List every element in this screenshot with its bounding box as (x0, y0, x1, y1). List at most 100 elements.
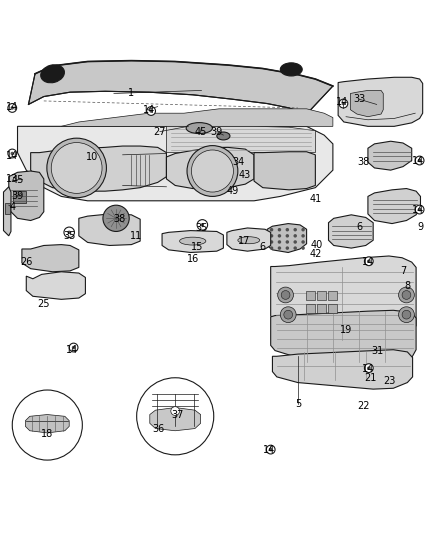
Text: 7: 7 (400, 266, 406, 276)
Circle shape (281, 290, 290, 300)
Circle shape (51, 142, 102, 193)
Circle shape (191, 150, 233, 192)
Polygon shape (9, 171, 44, 221)
Text: 1: 1 (128, 88, 134, 99)
Text: 42: 42 (310, 249, 322, 259)
Circle shape (301, 228, 305, 231)
Circle shape (418, 159, 421, 162)
Circle shape (12, 390, 82, 460)
Circle shape (278, 246, 281, 250)
Text: 11: 11 (130, 231, 142, 241)
Text: 39: 39 (11, 191, 24, 201)
Text: 5: 5 (295, 399, 301, 409)
Text: 14: 14 (143, 104, 155, 115)
Circle shape (418, 208, 421, 211)
Bar (5, 203, 10, 214)
Ellipse shape (186, 123, 212, 134)
Polygon shape (150, 408, 201, 431)
Circle shape (8, 103, 17, 112)
Circle shape (11, 152, 14, 155)
Circle shape (293, 240, 297, 244)
Circle shape (149, 109, 153, 113)
Circle shape (269, 448, 272, 451)
Polygon shape (267, 223, 307, 253)
Text: 38: 38 (357, 157, 370, 167)
Text: 45: 45 (11, 175, 24, 185)
Text: 33: 33 (353, 94, 365, 104)
Circle shape (270, 234, 273, 238)
Polygon shape (166, 147, 254, 189)
Circle shape (278, 287, 293, 303)
Bar (13, 191, 26, 203)
Text: 38: 38 (113, 214, 125, 224)
Text: 23: 23 (384, 376, 396, 386)
Circle shape (171, 407, 180, 415)
Circle shape (293, 228, 297, 231)
Polygon shape (26, 272, 85, 300)
Circle shape (72, 346, 75, 349)
Circle shape (293, 246, 297, 250)
Polygon shape (25, 415, 69, 433)
Text: 41: 41 (309, 193, 321, 204)
Circle shape (402, 310, 411, 319)
Circle shape (270, 246, 273, 250)
Text: 36: 36 (152, 424, 165, 434)
Circle shape (47, 138, 106, 198)
Circle shape (147, 107, 155, 115)
Text: 10: 10 (86, 152, 98, 162)
Text: 9: 9 (417, 222, 424, 232)
Text: 31: 31 (371, 345, 384, 356)
Polygon shape (22, 245, 79, 272)
Circle shape (278, 240, 281, 244)
Text: 40: 40 (311, 240, 323, 251)
Circle shape (67, 231, 71, 234)
Text: 16: 16 (187, 254, 199, 264)
Circle shape (301, 246, 305, 250)
Circle shape (286, 240, 289, 244)
Circle shape (301, 240, 305, 244)
Circle shape (399, 287, 414, 303)
Circle shape (367, 260, 371, 263)
Polygon shape (328, 215, 373, 248)
Polygon shape (338, 77, 423, 126)
Text: 14: 14 (362, 257, 374, 267)
Polygon shape (79, 214, 140, 246)
Circle shape (201, 223, 204, 227)
Circle shape (8, 149, 17, 158)
Bar (328, 290, 337, 300)
Circle shape (11, 106, 14, 110)
Polygon shape (254, 152, 315, 190)
Circle shape (266, 445, 275, 454)
Text: 14: 14 (412, 205, 424, 215)
Bar (328, 304, 337, 313)
Ellipse shape (238, 237, 260, 244)
Circle shape (197, 220, 208, 230)
Text: 45: 45 (194, 127, 207, 136)
Text: 37: 37 (171, 409, 184, 419)
Polygon shape (18, 126, 333, 201)
Circle shape (367, 366, 371, 370)
Polygon shape (227, 228, 271, 251)
Text: 14: 14 (263, 446, 276, 456)
Text: 35: 35 (63, 231, 75, 241)
Text: 8: 8 (404, 281, 410, 291)
Text: 26: 26 (20, 257, 32, 267)
Circle shape (137, 378, 214, 455)
Text: 6: 6 (260, 242, 266, 252)
Bar (306, 290, 315, 300)
Text: 4: 4 (9, 203, 15, 212)
Ellipse shape (180, 237, 206, 245)
Circle shape (415, 205, 424, 214)
Circle shape (278, 228, 281, 231)
Circle shape (284, 310, 293, 319)
Text: 14: 14 (362, 365, 374, 374)
Ellipse shape (280, 63, 302, 76)
Text: 15: 15 (191, 242, 203, 252)
Circle shape (103, 205, 129, 231)
Text: 13: 13 (6, 174, 18, 184)
Polygon shape (368, 141, 412, 170)
Text: 34: 34 (233, 157, 245, 167)
Text: 18: 18 (41, 429, 53, 439)
Text: 35: 35 (195, 223, 208, 233)
Polygon shape (31, 146, 166, 191)
